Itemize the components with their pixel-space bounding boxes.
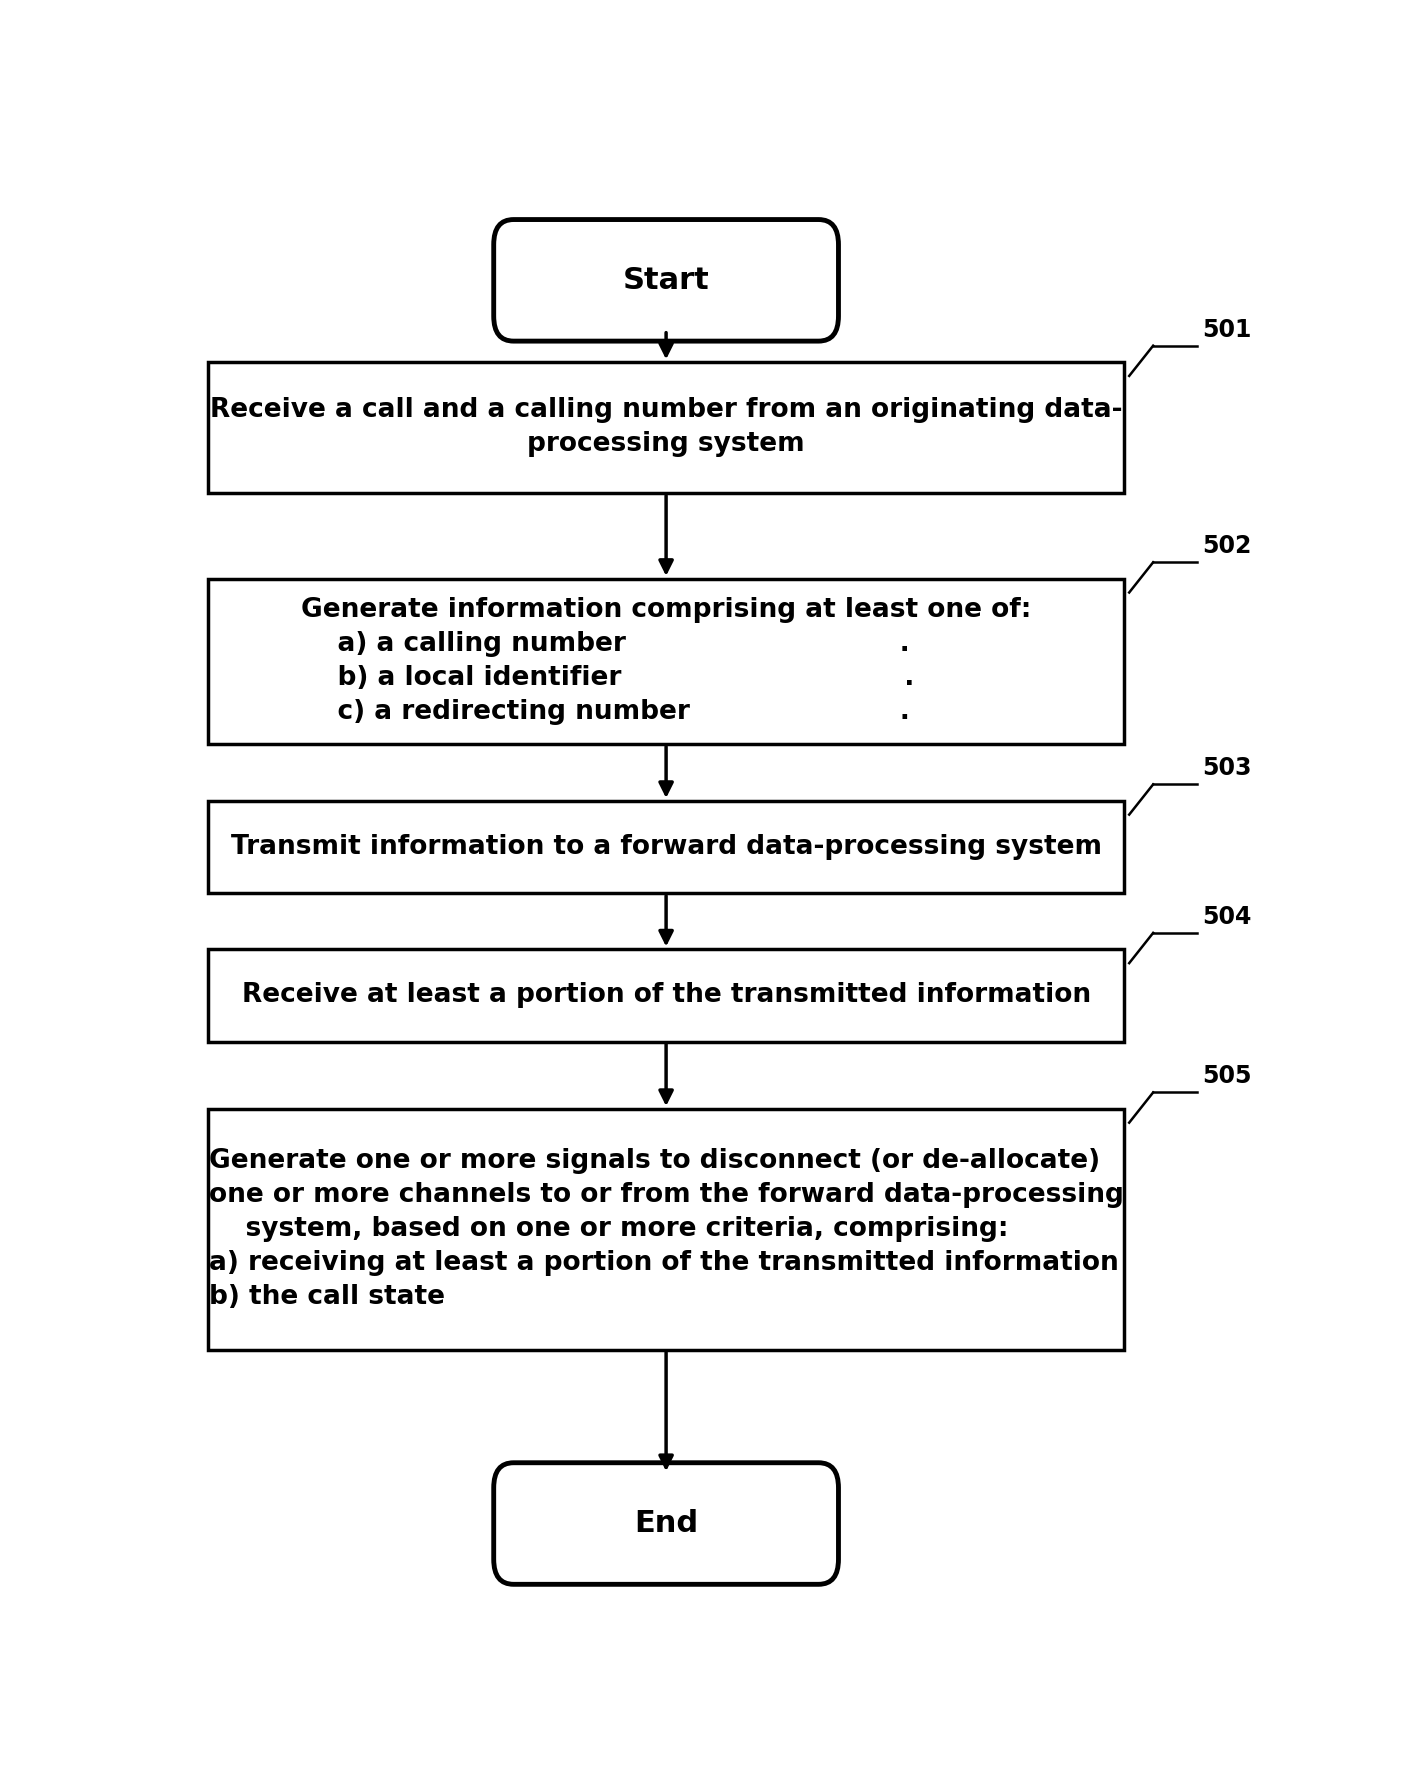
Text: Generate one or more signals to disconnect (or de-allocate)
one or more channels: Generate one or more signals to disconne… [208, 1148, 1123, 1311]
Text: Transmit information to a forward data-processing system: Transmit information to a forward data-p… [231, 834, 1101, 859]
FancyBboxPatch shape [494, 220, 838, 341]
Text: 503: 503 [1202, 755, 1251, 780]
Text: Receive a call and a calling number from an originating data-
processing system: Receive a call and a calling number from… [209, 398, 1122, 457]
Text: 504: 504 [1202, 906, 1251, 929]
Text: 501: 501 [1202, 318, 1251, 341]
FancyBboxPatch shape [208, 579, 1123, 743]
FancyBboxPatch shape [208, 950, 1123, 1041]
Text: 505: 505 [1202, 1064, 1251, 1088]
Text: Receive at least a portion of the transmitted information: Receive at least a portion of the transm… [242, 982, 1091, 1009]
Text: Generate information comprising at least one of:
    a) a calling number        : Generate information comprising at least… [301, 597, 1031, 725]
FancyBboxPatch shape [494, 1463, 838, 1584]
Text: Start: Start [623, 266, 710, 295]
FancyBboxPatch shape [208, 800, 1123, 893]
FancyBboxPatch shape [208, 1109, 1123, 1350]
FancyBboxPatch shape [208, 363, 1123, 493]
Text: End: End [634, 1509, 699, 1538]
Text: 502: 502 [1202, 534, 1251, 557]
